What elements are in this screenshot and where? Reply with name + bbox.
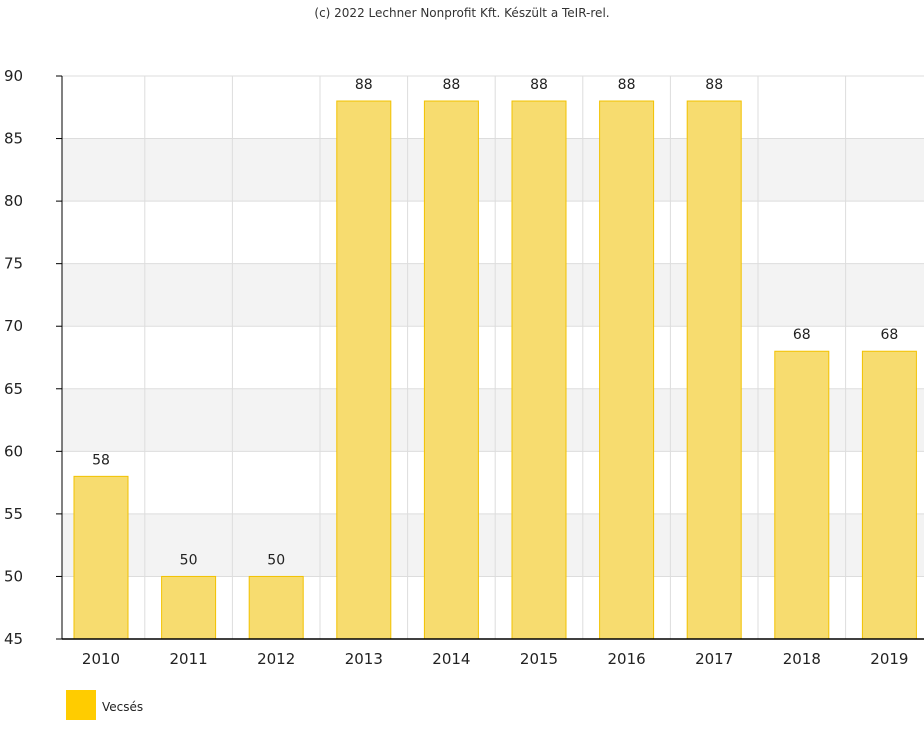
legend-swatch-vecses xyxy=(66,690,96,720)
legend-label-vecses: Vecsés xyxy=(102,700,144,714)
data-label-2014: 88 xyxy=(442,77,460,93)
y-tick-label-85: 85 xyxy=(4,130,23,148)
legend: Vecsés xyxy=(66,690,143,720)
y-tick-label-65: 65 xyxy=(4,380,23,398)
bar-chart: 58 50 50 88 88 88 88 88 68 68 45 50 55 60 65 70 75 80 85 9… xyxy=(4,67,924,668)
y-tick-label-75: 75 xyxy=(4,255,23,273)
bar-2016 xyxy=(599,100,655,640)
plot-band xyxy=(62,201,924,264)
data-label-2018: 68 xyxy=(793,327,811,343)
x-tick-label-2011: 2011 xyxy=(170,650,208,668)
y-tick-label-45: 45 xyxy=(4,630,23,648)
vertical-gridlines xyxy=(144,76,847,639)
x-tick-label-2019: 2019 xyxy=(870,650,908,668)
y-tick-label-60: 60 xyxy=(4,442,23,460)
data-label-2015: 88 xyxy=(530,77,548,93)
bar-2012 xyxy=(248,575,304,640)
y-tick-label-50: 50 xyxy=(4,567,23,585)
bar-2014 xyxy=(423,100,479,640)
y-tick-label-90: 90 xyxy=(4,67,23,85)
y-axis-ticks: 45 50 55 60 65 70 75 80 85 90 xyxy=(4,67,62,648)
data-label-2019: 68 xyxy=(880,327,898,343)
bar-2010 xyxy=(73,475,129,640)
x-tick-label-2014: 2014 xyxy=(432,650,470,668)
data-label-2016: 88 xyxy=(618,77,636,93)
bar-2011 xyxy=(161,575,217,640)
data-label-2017: 88 xyxy=(705,77,723,93)
bar-2015 xyxy=(511,100,567,640)
data-label-2012: 50 xyxy=(267,552,285,568)
bar-2019 xyxy=(861,350,917,640)
plot-band xyxy=(62,138,924,202)
bar-2018 xyxy=(774,350,830,640)
x-tick-label-2010: 2010 xyxy=(82,650,120,668)
x-tick-label-2017: 2017 xyxy=(695,650,733,668)
bar-2013 xyxy=(336,100,392,640)
x-tick-label-2015: 2015 xyxy=(520,650,558,668)
bar-2017 xyxy=(686,100,742,640)
data-labels: 58 50 50 88 88 88 88 88 68 68 xyxy=(92,77,898,568)
x-tick-label-2013: 2013 xyxy=(345,650,383,668)
x-axis-ticks: 2010 2011 2012 2013 2014 2015 2016 2017 2018 2019 xyxy=(82,650,909,668)
data-label-2011: 50 xyxy=(180,552,198,568)
plot-band xyxy=(62,263,924,327)
plot-band xyxy=(62,76,924,139)
axes xyxy=(61,76,924,640)
data-label-2013: 88 xyxy=(355,77,373,93)
bars xyxy=(73,100,917,640)
x-tick-label-2012: 2012 xyxy=(257,650,295,668)
chart-credit: (c) 2022 Lechner Nonprofit Kft. Készült … xyxy=(314,6,610,20)
y-tick-label-55: 55 xyxy=(4,505,23,523)
x-tick-label-2018: 2018 xyxy=(783,650,821,668)
y-tick-label-80: 80 xyxy=(4,192,23,210)
y-tick-label-70: 70 xyxy=(4,317,23,335)
x-tick-label-2016: 2016 xyxy=(608,650,646,668)
data-label-2010: 58 xyxy=(92,452,110,468)
